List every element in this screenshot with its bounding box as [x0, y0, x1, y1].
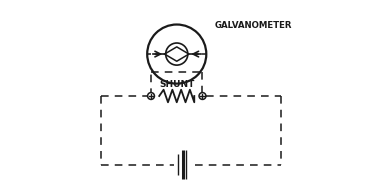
Circle shape [147, 93, 154, 99]
Text: SHUNT: SHUNT [159, 80, 194, 89]
Circle shape [199, 93, 206, 99]
Text: GALVANOMETER: GALVANOMETER [215, 21, 292, 30]
